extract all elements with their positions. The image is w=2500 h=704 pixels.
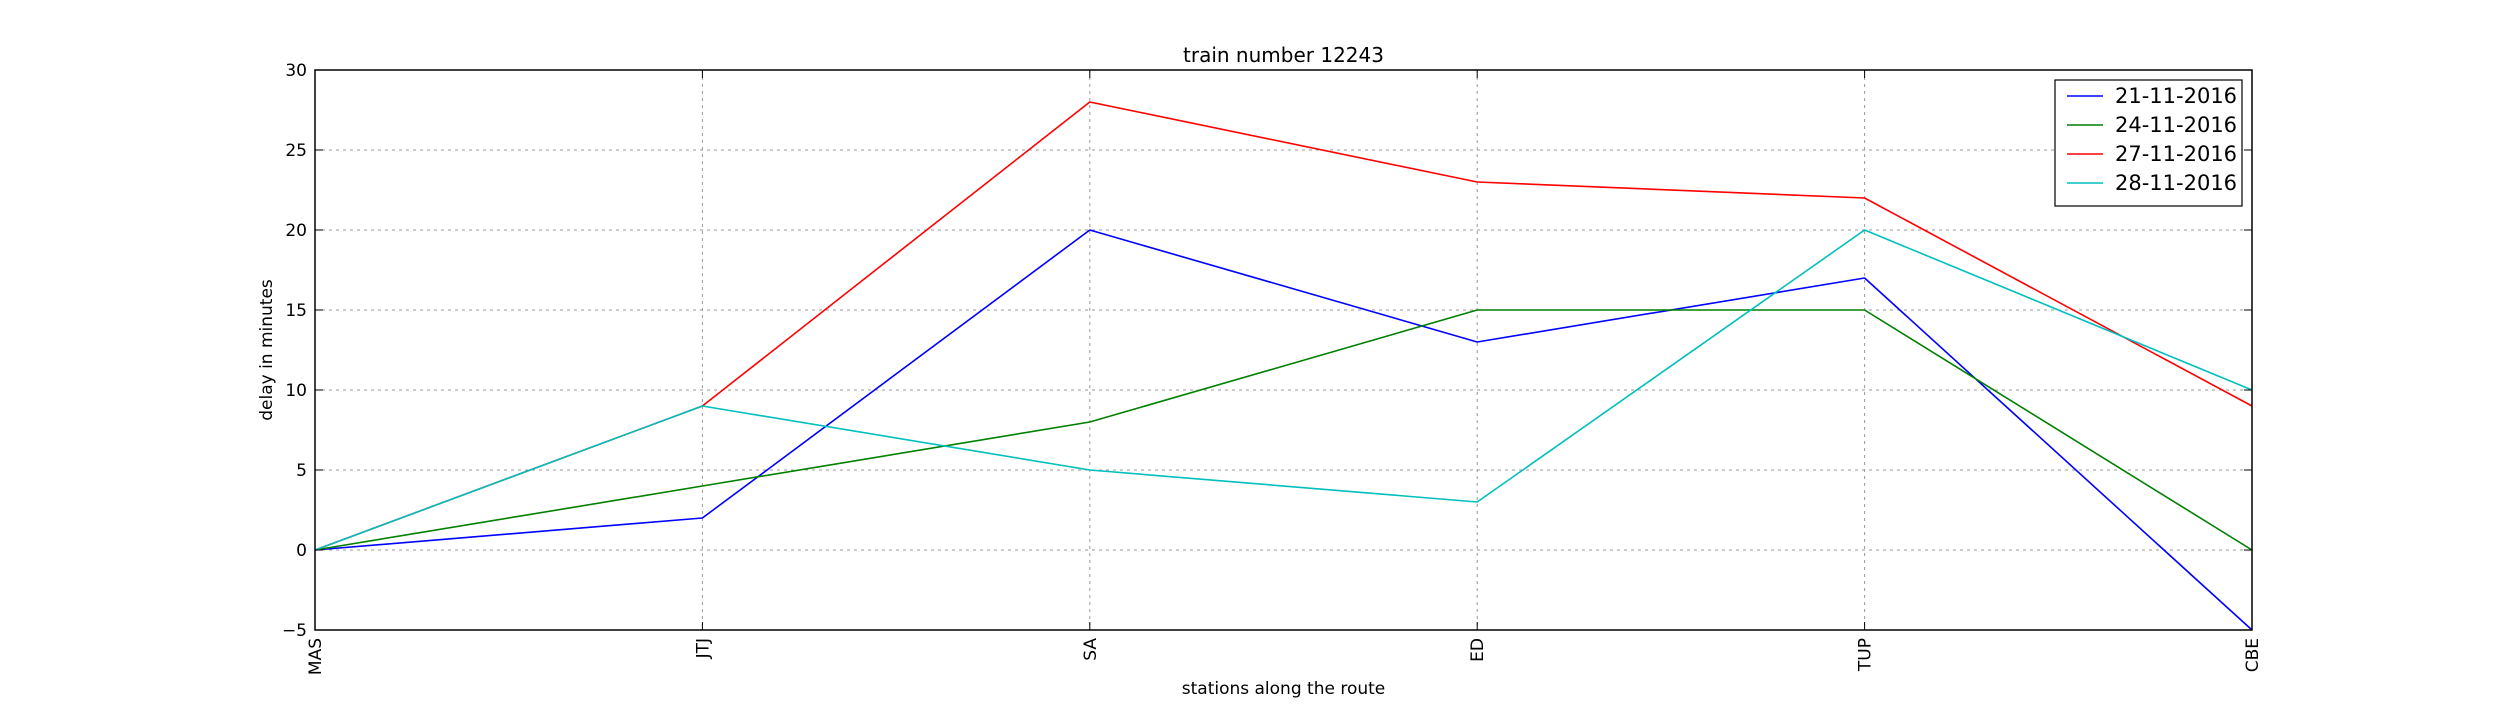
series-line-2 (314, 309, 2253, 551)
y-tick-label: 20 (285, 221, 307, 241)
x-tick-label: MAS (306, 638, 326, 675)
x-tick-label: JTJ (693, 638, 713, 659)
series-line-1 (314, 229, 2253, 631)
legend: 21-11-2016 24-11-2016 27-11-2016 28-11-2016 (2054, 79, 2243, 207)
plot-frame (314, 69, 2253, 631)
legend-label-3: 27-11-2016 (2115, 142, 2237, 166)
legend-label-4: 28-11-2016 (2115, 171, 2237, 195)
y-tick-label: 30 (285, 61, 307, 81)
y-tick-label: 25 (285, 141, 307, 161)
legend-label-2: 24-11-2016 (2115, 113, 2237, 137)
legend-box (2054, 79, 2243, 207)
y-tick-label: 15 (285, 301, 307, 321)
y-tick-label: −5 (282, 621, 307, 641)
chart-title: train number 12243 (1183, 43, 1384, 67)
axis-ticks: −5 0 5 10 15 20 25 30 MAS JTJ SA ED TUP CBE (282, 61, 2263, 675)
series-line-4 (314, 229, 2253, 551)
x-axis-label: stations along the route (1182, 679, 1386, 699)
series-lines (314, 101, 2253, 631)
y-tick-label: 5 (296, 461, 307, 481)
series-line-3 (314, 101, 2253, 551)
y-tick-label: 10 (285, 381, 307, 401)
grid (315, 70, 2252, 630)
y-tick-label: 0 (296, 541, 307, 561)
legend-label-1: 21-11-2016 (2115, 84, 2237, 108)
y-axis-label: delay in minutes (257, 279, 277, 421)
x-tick-label: SA (1081, 638, 1101, 661)
x-tick-label: ED (1468, 638, 1488, 662)
x-tick-label: TUP (1856, 638, 1876, 672)
x-tick-label: CBE (2243, 638, 2263, 672)
